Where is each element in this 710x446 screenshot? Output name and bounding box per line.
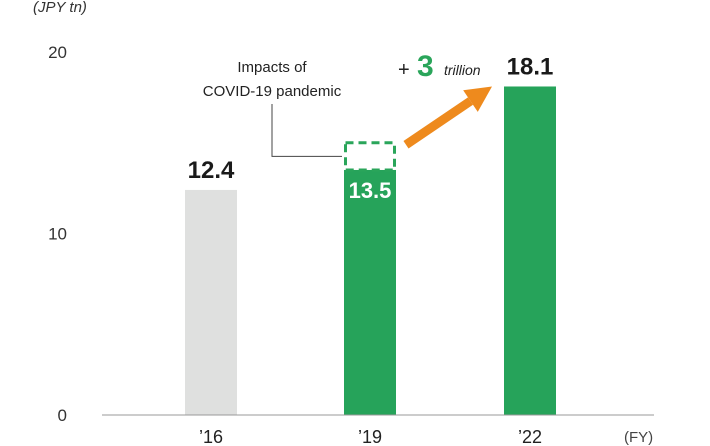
increase-arrow-head bbox=[463, 86, 492, 112]
x-tick-label: ’22 bbox=[518, 427, 542, 446]
x-tick-label: ’16 bbox=[199, 427, 223, 446]
increase-arrow-shaft bbox=[403, 97, 473, 149]
callout-leader-line bbox=[271, 104, 342, 157]
covid-annotation-line1: Impacts of bbox=[237, 59, 307, 76]
bars bbox=[185, 86, 556, 416]
increase-number: 3 bbox=[417, 50, 434, 83]
value-label: 13.5 bbox=[349, 178, 392, 203]
increase-word: trillion bbox=[444, 62, 481, 78]
x-unit-label: (FY) bbox=[624, 429, 653, 446]
value-label: 12.4 bbox=[188, 157, 235, 184]
bar-1 bbox=[344, 169, 396, 415]
x-tick-labels: ’16 ’19 ’22 bbox=[199, 427, 542, 446]
covid-impact-dashed-bar bbox=[344, 141, 396, 172]
value-label: 18.1 bbox=[507, 53, 554, 80]
y-unit-label: (JPY tn) bbox=[33, 0, 87, 16]
y-tick-label: 0 bbox=[58, 406, 67, 425]
bar-0 bbox=[185, 189, 237, 415]
y-tick-labels: 0 10 20 bbox=[48, 43, 67, 425]
increase-plus-sign: + bbox=[398, 59, 410, 81]
y-tick-label: 10 bbox=[48, 225, 67, 244]
value-labels: 12.4 13.5 18.1 bbox=[188, 53, 554, 202]
x-tick-label: ’19 bbox=[358, 427, 382, 446]
covid-annotation-line2: COVID-19 pandemic bbox=[203, 83, 342, 100]
bar-2 bbox=[504, 86, 556, 416]
y-tick-label: 20 bbox=[48, 43, 67, 62]
